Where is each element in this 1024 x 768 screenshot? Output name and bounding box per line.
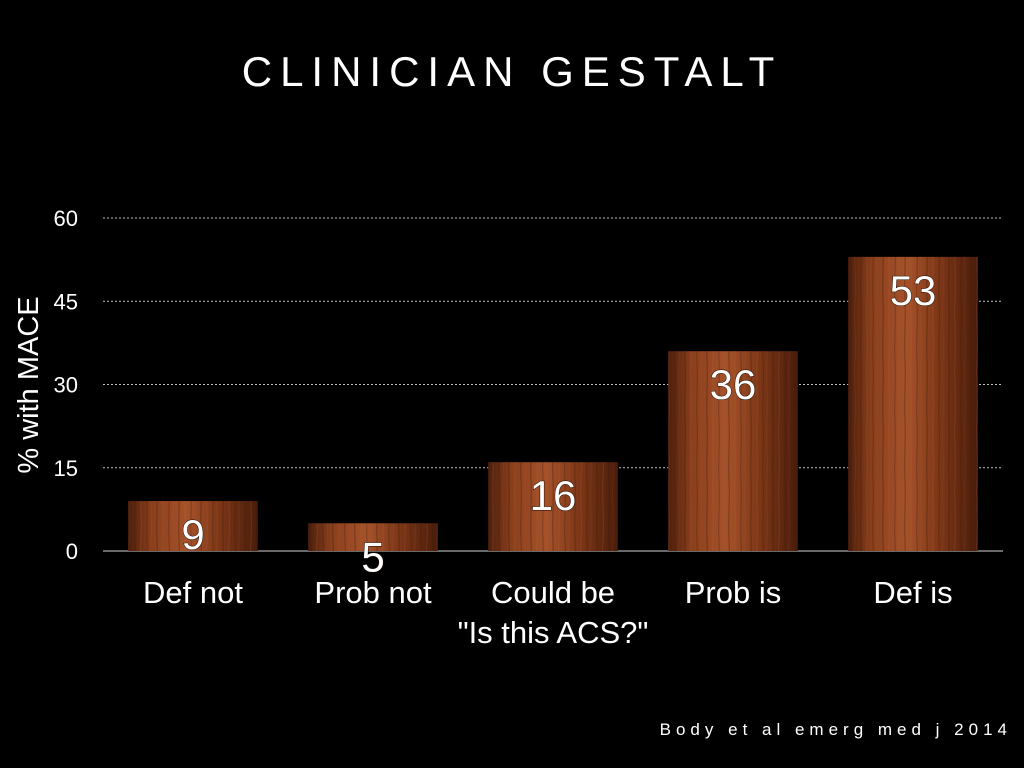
category-note: "Is this ACS?" [458,615,649,650]
data-label: 16 [530,472,577,519]
bar-grain [128,501,258,551]
bar-grain [848,256,978,551]
category-label: Could be [491,575,615,610]
data-label: 53 [890,267,937,314]
slide-title: CLINICIAN GESTALT [241,48,783,95]
bar-grain [668,351,798,551]
data-label: 36 [710,361,757,408]
category-label: Def not [143,575,243,610]
y-tick-label: 30 [54,373,78,398]
y-tick-label: 15 [54,456,78,481]
y-tick-label: 0 [66,539,78,564]
category-label: Prob is [685,575,781,610]
bar-grain [308,523,438,551]
bar-grain [488,462,618,551]
citation: Body et al emerg med j 2014 [659,720,1012,739]
category-label: Def is [873,575,952,610]
category-label: Prob not [314,575,432,610]
y-tick-label: 60 [54,206,78,231]
data-label: 9 [181,511,204,558]
bar-layer [128,256,978,551]
y-tick-label: 45 [54,289,78,314]
data-label: 5 [361,533,384,580]
y-axis-label: % with MACE [13,296,45,473]
